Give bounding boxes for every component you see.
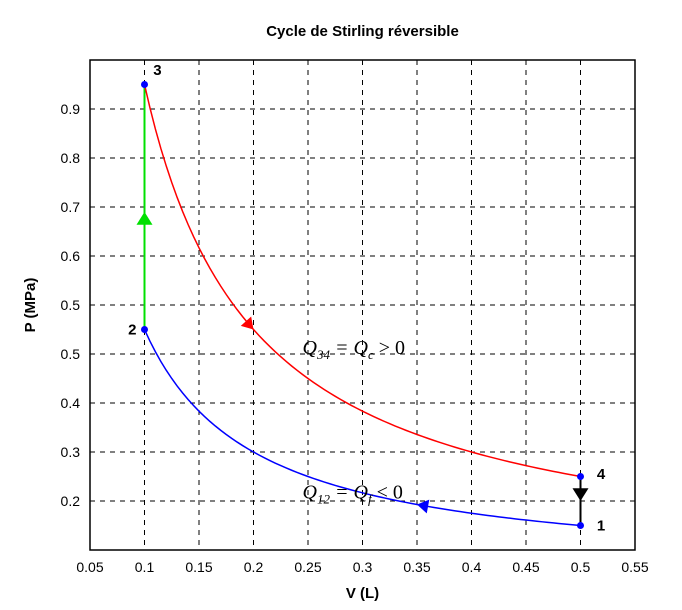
x-tick: 0.45 xyxy=(512,559,539,575)
x-tick: 0.2 xyxy=(244,559,264,575)
y-tick: 0.2 xyxy=(61,493,81,509)
x-tick: 0.05 xyxy=(76,559,103,575)
x-tick: 0.55 xyxy=(621,559,648,575)
y-tick: 0.4 xyxy=(61,395,81,411)
y-tick: 0.8 xyxy=(61,150,81,166)
x-tick: 0.1 xyxy=(135,559,155,575)
y-tick: 0.5 xyxy=(61,346,81,362)
y-axis-label: P (MPa) xyxy=(22,278,39,333)
point-label: 4 xyxy=(597,466,606,483)
point-label: 3 xyxy=(153,62,161,79)
y-tick: 0.9 xyxy=(61,101,81,117)
x-tick: 0.4 xyxy=(462,559,482,575)
x-tick: 0.3 xyxy=(353,559,373,575)
y-tick: 0.5 xyxy=(61,297,81,313)
y-tick: 0.6 xyxy=(61,248,81,264)
y-tick: 0.7 xyxy=(61,199,81,215)
cycle-point-2 xyxy=(141,326,148,333)
cycle-point-1 xyxy=(577,522,584,529)
chart-title: Cycle de Stirling réversible xyxy=(266,23,459,40)
x-tick: 0.35 xyxy=(403,559,430,575)
point-label: 1 xyxy=(597,518,605,535)
x-tick: 0.5 xyxy=(571,559,591,575)
cycle-point-3 xyxy=(141,81,148,88)
x-tick: 0.15 xyxy=(185,559,212,575)
cycle-point-4 xyxy=(577,473,584,480)
y-tick: 0.3 xyxy=(61,444,81,460)
point-label: 2 xyxy=(128,322,136,339)
x-tick: 0.25 xyxy=(294,559,321,575)
x-axis-label: V (L) xyxy=(346,585,379,602)
